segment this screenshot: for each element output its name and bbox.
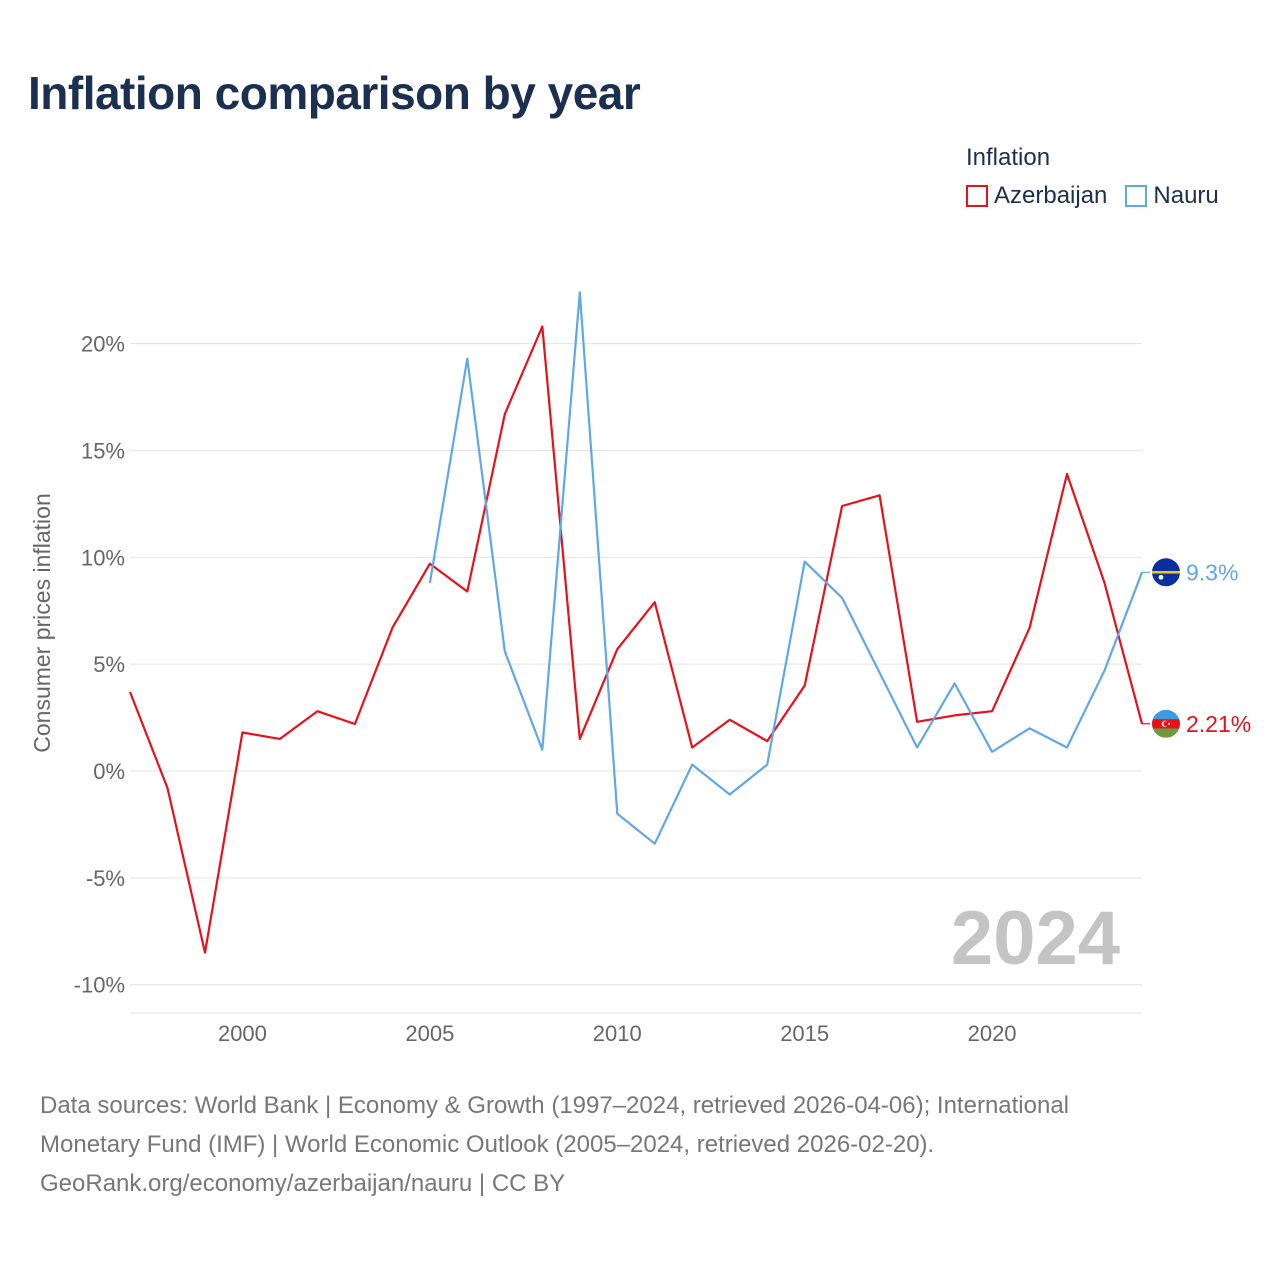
legend-label-nauru: Nauru <box>1153 182 1219 209</box>
page-title: Inflation comparison by year <box>28 67 641 119</box>
legend-items: Azerbaijan Nauru <box>966 182 1237 210</box>
x-tick-label: 2015 <box>780 1021 829 1046</box>
legend-label-azerbaijan: Azerbaijan <box>994 182 1108 209</box>
end-label-nauru: 9.3% <box>1186 559 1238 585</box>
series-line-nauru[interactable] <box>428 291 1144 845</box>
y-tick-label: 15% <box>81 438 125 463</box>
footer: Data sources: World Bank | Economy & Gro… <box>40 1086 1200 1203</box>
year-watermark: 2024 <box>951 896 1120 981</box>
nauru-flag-icon <box>1152 558 1180 587</box>
y-tick-label: -5% <box>86 866 125 891</box>
x-tick-label: 2020 <box>968 1021 1017 1046</box>
legend-swatch-azerbaijan <box>966 185 988 207</box>
y-tick-label: 10% <box>81 545 125 570</box>
footer-sources-line-2: Monetary Fund (IMF) | World Economic Out… <box>40 1131 935 1158</box>
y-axis-ticks: -10% -5% 0% 5% 10% 15% 20% <box>74 332 125 998</box>
series-line-azerbaijan[interactable] <box>128 325 1144 954</box>
chart: -10% -5% 0% 5% 10% 15% 20% 2000 2005 2010 2015 202… <box>29 291 1251 1046</box>
y-tick-label: 0% <box>93 759 125 784</box>
x-tick-label: 2010 <box>593 1021 642 1046</box>
x-axis-ticks: 2000 2005 2010 2015 2020 <box>218 1021 1017 1046</box>
azerbaijan-flag-icon <box>1152 709 1180 738</box>
end-label-azerbaijan: 2.21% <box>1186 711 1251 737</box>
x-tick-label: 2000 <box>218 1021 267 1046</box>
grid-lines <box>130 343 1142 1014</box>
series-lines <box>128 291 1144 954</box>
y-tick-label: 5% <box>93 652 125 677</box>
legend-item-nauru[interactable]: Nauru <box>1125 182 1219 210</box>
legend-swatch-nauru <box>1125 185 1148 207</box>
y-axis-title: Consumer prices inflation <box>29 493 55 753</box>
y-tick-label: -10% <box>74 973 125 998</box>
footer-attribution: GeoRank.org/economy/azerbaijan/nauru | C… <box>40 1170 566 1197</box>
y-tick-label: 20% <box>81 332 125 357</box>
legend: Inflation Azerbaijan Nauru <box>966 144 1237 210</box>
footer-sources-line-1: Data sources: World Bank | Economy & Gro… <box>40 1092 1070 1119</box>
end-labels: 2.21% 9.3% <box>1142 558 1251 738</box>
x-tick-label: 2005 <box>405 1021 454 1046</box>
legend-item-azerbaijan[interactable]: Azerbaijan <box>966 182 1107 210</box>
legend-title: Inflation <box>966 144 1051 171</box>
